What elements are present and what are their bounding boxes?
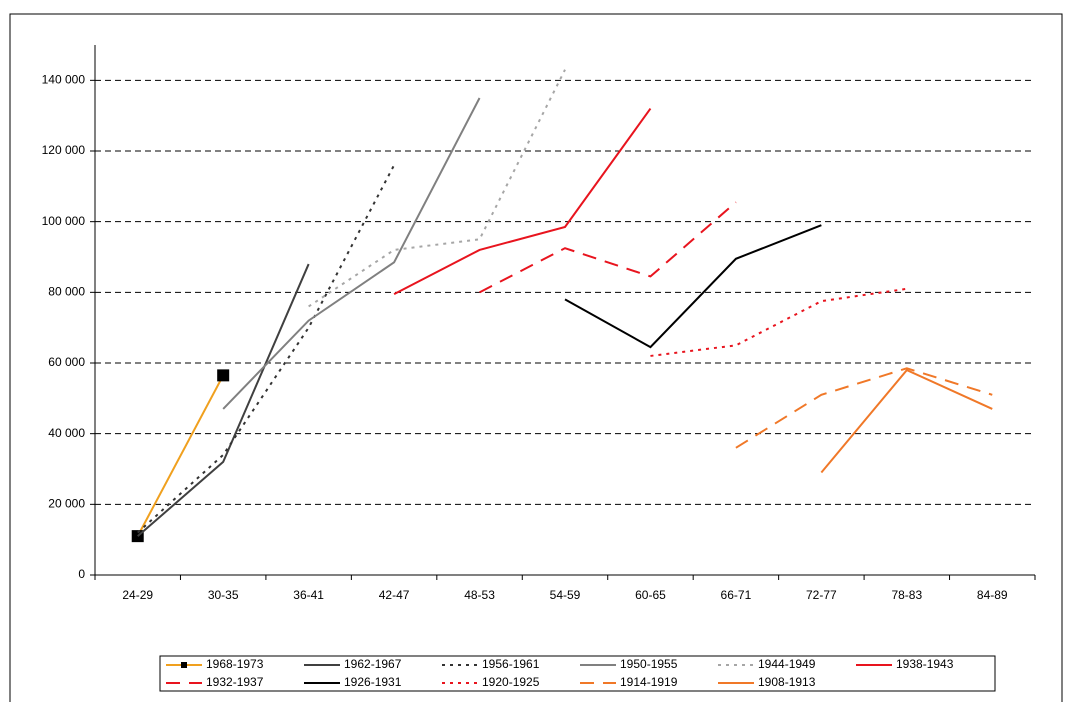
x-tick-label: 84-89 xyxy=(977,588,1008,602)
series-line xyxy=(137,263,310,537)
series-line xyxy=(564,224,822,349)
legend-box xyxy=(159,655,996,692)
y-tick-label: 0 xyxy=(78,567,85,581)
y-tick-label: 40 000 xyxy=(48,426,85,440)
legend-label: 1920-1925 xyxy=(482,675,540,689)
x-tick-label: 24-29 xyxy=(122,588,153,602)
legend-marker xyxy=(181,662,187,668)
y-tick-label: 140 000 xyxy=(42,73,86,87)
legend-label: 1938-1943 xyxy=(896,657,954,671)
legend-label: 1908-1913 xyxy=(758,675,816,689)
x-tick-label: 60-65 xyxy=(635,588,666,602)
y-tick-label: 20 000 xyxy=(48,497,85,511)
legend-label: 1968-1973 xyxy=(206,657,264,671)
x-tick-label: 30-35 xyxy=(208,588,239,602)
x-tick-label: 54-59 xyxy=(550,588,581,602)
series-line xyxy=(735,367,993,449)
series-line xyxy=(820,368,993,474)
x-tick-label: 36-41 xyxy=(293,588,324,602)
x-tick-label: 42-47 xyxy=(379,588,410,602)
x-tick-label: 48-53 xyxy=(464,588,495,602)
legend-label: 1944-1949 xyxy=(758,657,816,671)
y-tick-label: 120 000 xyxy=(42,143,86,157)
series-line xyxy=(136,374,225,537)
chart-border xyxy=(9,13,1063,702)
legend-label: 1926-1931 xyxy=(344,675,402,689)
series-line xyxy=(222,97,481,410)
legend-label: 1932-1937 xyxy=(206,675,264,689)
x-tick-label: 66-71 xyxy=(721,588,752,602)
legend-label: 1914-1919 xyxy=(620,675,678,689)
series-line xyxy=(393,108,652,295)
y-tick-label: 80 000 xyxy=(48,285,85,299)
legend-label: 1950-1955 xyxy=(620,657,678,671)
legend-label: 1962-1967 xyxy=(344,657,402,671)
x-tick-label: 72-77 xyxy=(806,588,837,602)
marker xyxy=(217,369,230,382)
legend-label: 1956-1961 xyxy=(482,657,540,671)
series-line xyxy=(650,287,907,357)
series-line xyxy=(308,69,566,308)
series-line xyxy=(479,201,737,294)
y-tick-label: 100 000 xyxy=(42,214,86,228)
series-line xyxy=(137,164,395,534)
x-tick-label: 78-83 xyxy=(891,588,922,602)
y-tick-label: 60 000 xyxy=(48,355,85,369)
